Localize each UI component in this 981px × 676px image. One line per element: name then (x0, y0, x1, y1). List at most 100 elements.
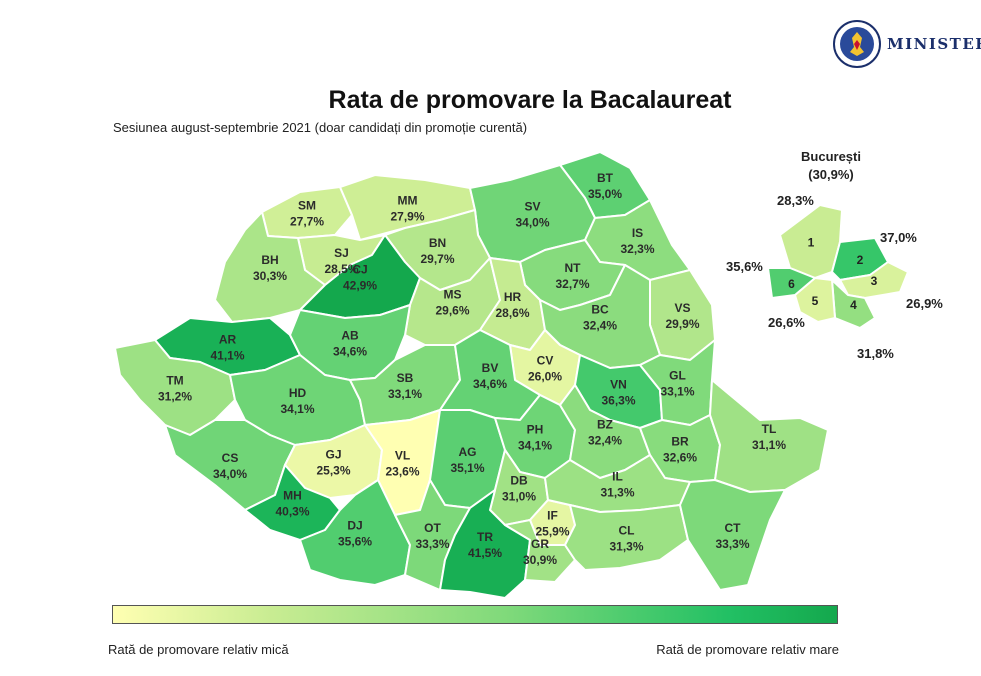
county-code-TM: TM (166, 374, 183, 388)
county-rate-CJ: 42,9% (343, 279, 377, 293)
county-rate-DJ: 35,6% (338, 535, 372, 549)
sector-number-3: 3 (871, 274, 878, 288)
county-rate-TL: 31,1% (752, 438, 786, 452)
sector-2-rate: 37,0% (880, 230, 917, 245)
county-code-BT: BT (597, 171, 614, 185)
bucuresti-title: București (30,9%) (780, 148, 882, 184)
sector-number-6: 6 (788, 277, 795, 291)
county-code-PH: PH (527, 423, 544, 437)
county-rate-CL: 31,3% (609, 540, 643, 554)
county-rate-AG: 35,1% (450, 461, 484, 475)
ministry-logo: MINISTERUL (833, 20, 981, 68)
county-code-SV: SV (524, 200, 540, 214)
sector-3-rate: 26,9% (906, 296, 943, 311)
county-code-SB: SB (397, 371, 414, 385)
county-code-TL: TL (762, 422, 777, 436)
sector-number-5: 5 (812, 294, 819, 308)
county-rate-CT: 33,3% (715, 537, 749, 551)
county-code-IF: IF (547, 509, 558, 523)
county-rate-IL: 31,3% (600, 486, 634, 500)
government-seal-icon (833, 20, 881, 68)
county-SM[interactable] (261, 186, 353, 239)
county-code-VL: VL (395, 449, 410, 463)
county-rate-VS: 29,9% (665, 317, 699, 331)
county-rate-GJ: 25,3% (316, 464, 350, 478)
bucuresti-sector-6[interactable] (767, 267, 816, 299)
county-rate-VN: 36,3% (601, 394, 635, 408)
county-rate-BV: 34,6% (473, 377, 507, 391)
county-code-BH: BH (261, 253, 278, 267)
county-code-BV: BV (482, 361, 499, 375)
county-rate-AB: 34,6% (333, 345, 367, 359)
bucuresti-total: (30,9%) (808, 167, 854, 182)
county-CL[interactable] (564, 504, 689, 571)
county-code-OT: OT (424, 521, 441, 535)
county-code-HD: HD (289, 386, 307, 400)
county-code-BN: BN (429, 236, 446, 250)
map-title: Rata de promovare la Bacalaureat (328, 86, 732, 114)
county-rate-BR: 32,6% (663, 451, 697, 465)
county-rate-TM: 31,2% (158, 390, 192, 404)
county-code-MM: MM (398, 194, 418, 208)
county-CT[interactable] (679, 479, 786, 591)
county-rate-GL: 33,1% (660, 385, 694, 399)
county-code-CJ: CJ (352, 263, 367, 277)
county-code-GL: GL (669, 369, 686, 383)
county-TL[interactable] (709, 379, 829, 493)
county-rate-NT: 32,7% (555, 277, 589, 291)
legend-color-scale (112, 605, 838, 624)
county-rate-BN: 29,7% (420, 252, 454, 266)
county-code-AB: AB (341, 329, 359, 343)
county-rate-GR: 30,9% (523, 553, 557, 567)
county-BH[interactable] (214, 211, 326, 323)
county-VS[interactable] (649, 269, 716, 361)
sector-number-2: 2 (857, 253, 864, 267)
county-rate-HD: 34,1% (280, 402, 314, 416)
county-code-DJ: DJ (347, 519, 362, 533)
county-code-SM: SM (298, 199, 316, 213)
county-rate-BH: 30,3% (253, 269, 287, 283)
county-code-BZ: BZ (597, 418, 613, 432)
county-code-VS: VS (674, 301, 690, 315)
county-code-MS: MS (444, 288, 462, 302)
county-rate-IF: 25,9% (535, 525, 569, 539)
county-MH[interactable] (244, 464, 341, 541)
county-code-BC: BC (591, 303, 609, 317)
county-code-CV: CV (537, 354, 554, 368)
map-subtitle: Sesiunea august-septembrie 2021 (doar ca… (113, 120, 528, 135)
county-code-IL: IL (612, 470, 623, 484)
county-rate-CS: 34,0% (213, 467, 247, 481)
county-rate-BC: 32,4% (583, 319, 617, 333)
county-code-CS: CS (222, 451, 239, 465)
sector-6-rate: 35,6% (726, 259, 763, 274)
county-code-AG: AG (459, 445, 477, 459)
county-rate-SV: 34,0% (515, 216, 549, 230)
county-code-IS: IS (632, 226, 643, 240)
county-rate-SB: 33,1% (388, 387, 422, 401)
county-code-HR: HR (504, 290, 522, 304)
legend-high-label: Rată de promovare relativ mare (656, 642, 839, 657)
county-code-CT: CT (725, 521, 742, 535)
sector-4-rate: 31,8% (857, 346, 894, 361)
bucuresti-name: București (801, 149, 861, 164)
county-rate-OT: 33,3% (415, 537, 449, 551)
county-rate-BT: 35,0% (588, 187, 622, 201)
county-rate-TR: 41,5% (468, 546, 502, 560)
county-code-SJ: SJ (334, 246, 349, 260)
county-code-AR: AR (219, 333, 237, 347)
county-code-MH: MH (283, 489, 302, 503)
county-rate-SM: 27,7% (290, 215, 324, 229)
sector-1-rate: 28,3% (777, 193, 814, 208)
sector-number-1: 1 (808, 236, 815, 250)
county-rate-AR: 41,1% (210, 349, 244, 363)
county-rate-MH: 40,3% (275, 505, 309, 519)
county-code-BR: BR (671, 435, 689, 449)
county-rate-BZ: 32,4% (588, 434, 622, 448)
county-rate-HR: 28,6% (495, 306, 529, 320)
county-rate-DB: 31,0% (502, 490, 536, 504)
county-code-GR: GR (531, 537, 549, 551)
county-rate-IS: 32,3% (620, 242, 654, 256)
county-TM[interactable] (114, 339, 236, 436)
county-rate-PH: 34,1% (518, 439, 552, 453)
